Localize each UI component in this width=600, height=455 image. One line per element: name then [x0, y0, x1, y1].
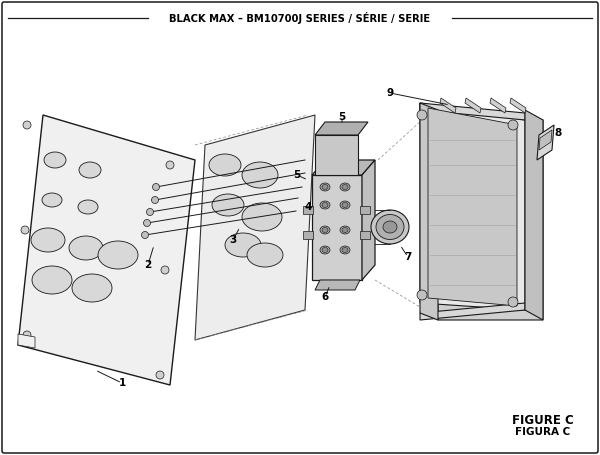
Text: FIGURA C: FIGURA C [515, 427, 571, 437]
Circle shape [152, 183, 160, 191]
Ellipse shape [42, 193, 62, 207]
Circle shape [156, 371, 164, 379]
Ellipse shape [342, 202, 348, 207]
Polygon shape [360, 206, 370, 214]
Circle shape [417, 110, 427, 120]
Text: 5: 5 [293, 170, 301, 180]
Circle shape [166, 161, 174, 169]
Text: 2: 2 [145, 260, 152, 270]
Polygon shape [18, 115, 195, 385]
Ellipse shape [242, 162, 278, 188]
Ellipse shape [322, 184, 328, 189]
Text: 8: 8 [554, 128, 562, 138]
Text: 5: 5 [338, 112, 346, 122]
Circle shape [142, 232, 149, 238]
Text: 7: 7 [404, 252, 412, 262]
Ellipse shape [31, 228, 65, 252]
Ellipse shape [44, 152, 66, 168]
Polygon shape [420, 103, 525, 310]
Ellipse shape [78, 200, 98, 214]
Ellipse shape [69, 236, 103, 260]
Polygon shape [315, 280, 360, 290]
Ellipse shape [340, 226, 350, 234]
Circle shape [417, 290, 427, 300]
Ellipse shape [225, 233, 261, 257]
Ellipse shape [322, 248, 328, 253]
Text: 3: 3 [229, 235, 236, 245]
Ellipse shape [340, 246, 350, 254]
Ellipse shape [320, 226, 330, 234]
Polygon shape [360, 231, 370, 239]
Polygon shape [510, 98, 526, 113]
Text: 4: 4 [304, 202, 311, 212]
Ellipse shape [320, 201, 330, 209]
Ellipse shape [322, 228, 328, 233]
Polygon shape [195, 115, 315, 340]
Ellipse shape [98, 241, 138, 269]
Ellipse shape [32, 266, 72, 294]
Ellipse shape [383, 221, 397, 233]
Polygon shape [362, 160, 375, 280]
Ellipse shape [376, 214, 404, 239]
Polygon shape [465, 98, 481, 113]
Ellipse shape [342, 228, 348, 233]
Ellipse shape [209, 154, 241, 176]
Ellipse shape [371, 210, 409, 244]
Polygon shape [312, 160, 375, 175]
Text: 9: 9 [386, 88, 394, 98]
Polygon shape [18, 334, 35, 348]
Polygon shape [490, 98, 506, 113]
Text: 1: 1 [118, 378, 125, 388]
Polygon shape [420, 103, 525, 120]
Ellipse shape [320, 246, 330, 254]
Circle shape [151, 197, 158, 203]
Text: FIGURE C: FIGURE C [512, 414, 574, 426]
Ellipse shape [342, 248, 348, 253]
Polygon shape [303, 231, 313, 239]
Polygon shape [420, 303, 525, 320]
Circle shape [23, 121, 31, 129]
Text: BLACK MAX – BM10700J SERIES / SÉRIE / SERIE: BLACK MAX – BM10700J SERIES / SÉRIE / SE… [169, 12, 431, 24]
Polygon shape [525, 110, 543, 320]
Circle shape [23, 331, 31, 339]
Ellipse shape [79, 162, 101, 178]
Polygon shape [438, 110, 543, 320]
Circle shape [161, 266, 169, 274]
Polygon shape [539, 130, 552, 150]
Ellipse shape [72, 274, 112, 302]
Polygon shape [440, 98, 456, 113]
Ellipse shape [342, 184, 348, 189]
Polygon shape [303, 206, 313, 214]
Polygon shape [315, 122, 368, 135]
Ellipse shape [212, 194, 244, 216]
Polygon shape [312, 175, 362, 280]
Text: 6: 6 [322, 292, 329, 302]
Ellipse shape [247, 243, 283, 267]
Circle shape [146, 208, 154, 216]
Circle shape [508, 120, 518, 130]
Polygon shape [315, 135, 358, 175]
Ellipse shape [320, 183, 330, 191]
Ellipse shape [340, 201, 350, 209]
Polygon shape [537, 125, 554, 160]
Polygon shape [420, 103, 438, 320]
Circle shape [143, 219, 151, 227]
Circle shape [21, 226, 29, 234]
Ellipse shape [340, 183, 350, 191]
Circle shape [508, 297, 518, 307]
Ellipse shape [322, 202, 328, 207]
Ellipse shape [242, 203, 282, 231]
Polygon shape [428, 108, 517, 306]
